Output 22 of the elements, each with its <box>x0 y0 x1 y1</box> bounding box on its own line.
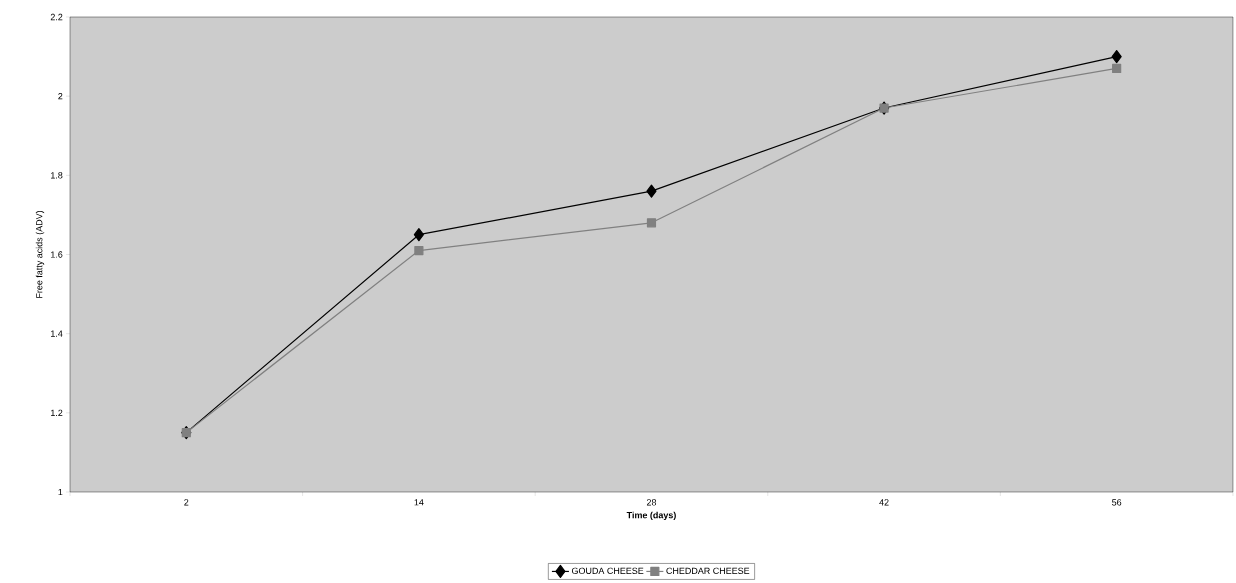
x-tick-label: 56 <box>1112 499 1122 506</box>
x-tick-label: 42 <box>879 499 889 506</box>
point <box>1112 63 1122 74</box>
point <box>1111 49 1122 64</box>
point <box>414 245 424 256</box>
y-tick-label: 1.8 <box>51 172 63 179</box>
y-tick-label: 2.2 <box>50 13 63 21</box>
point <box>646 184 657 198</box>
legend-label: GOUDA CHEESE <box>571 567 644 574</box>
x-tick-label: 2 <box>184 499 189 506</box>
y-tick-label: 1.4 <box>51 330 63 337</box>
point <box>413 228 424 242</box>
y-axis-title: Free fatty acids (ADV) <box>35 210 45 298</box>
point <box>646 218 657 228</box>
legend-label: CHEDDAR CHEESE <box>666 567 750 574</box>
y-tick-label: 1.2 <box>51 409 63 416</box>
x-axis-title: Time (days) <box>626 511 676 521</box>
x-tick-label: 28 <box>646 499 657 506</box>
y-tick-label: 2 <box>58 93 63 100</box>
x-tick-label: 14 <box>414 499 424 506</box>
y-tick-label: 1 <box>58 488 63 496</box>
y-tick-label: 1.6 <box>51 251 63 258</box>
